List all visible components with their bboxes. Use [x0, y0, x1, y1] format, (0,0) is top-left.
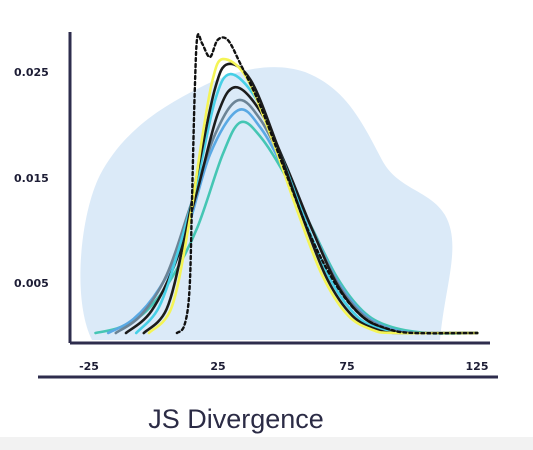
- x-tick-label: -25: [79, 360, 99, 373]
- y-tick-label: 0.015: [14, 172, 49, 185]
- series-line-1: [94, 120, 479, 335]
- x-tick-label: 25: [210, 360, 225, 373]
- y-tick-label: 0.025: [14, 66, 49, 79]
- x-tick-label: 75: [339, 360, 354, 373]
- background-blob: [80, 67, 453, 340]
- series-line-8: [175, 33, 479, 335]
- x-tick-label: 125: [466, 360, 489, 373]
- series-line-7: [147, 57, 479, 335]
- series-layer: [94, 33, 479, 335]
- series-line-6: [142, 62, 479, 335]
- y-tick-label: 0.005: [14, 277, 49, 290]
- chart-title: JS Divergence: [148, 404, 324, 434]
- footer-band: [0, 437, 533, 450]
